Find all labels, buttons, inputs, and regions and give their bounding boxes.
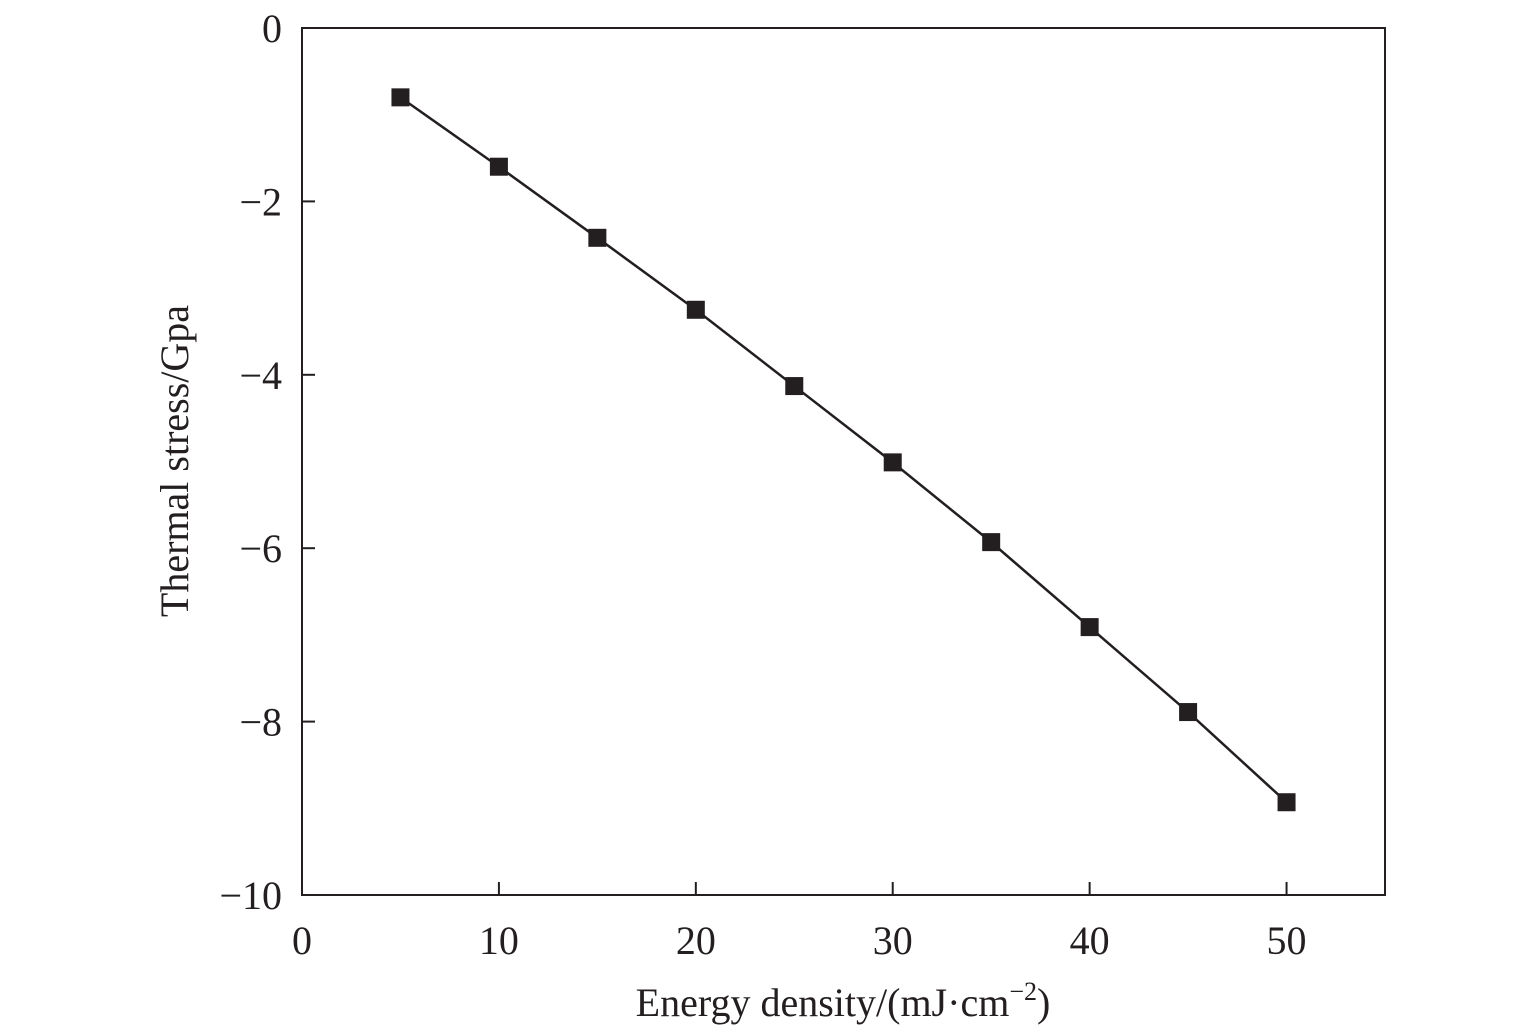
data-point xyxy=(785,377,804,396)
x-axis-label: Energy density/(mJ·cm−2) xyxy=(636,977,1051,1025)
x-tick-label: 40 xyxy=(1070,918,1110,963)
x-axis-label-main: Energy density/(mJ·cm xyxy=(636,980,1010,1025)
series-line xyxy=(399,96,1288,804)
data-point xyxy=(489,157,508,176)
x-tick-label: 0 xyxy=(292,918,312,963)
y-tick-label: −8 xyxy=(239,700,282,745)
data-point xyxy=(588,228,607,247)
y-tick-label: −10 xyxy=(219,873,282,918)
x-axis-label-end: ) xyxy=(1037,980,1050,1025)
data-point xyxy=(883,453,902,472)
x-tick-label: 30 xyxy=(873,918,913,963)
data-point xyxy=(686,300,705,319)
x-tick-label: 10 xyxy=(479,918,519,963)
y-axis-label: Thermal stress/Gpa xyxy=(152,305,197,617)
x-tick-label: 20 xyxy=(676,918,716,963)
data-point xyxy=(1277,793,1296,812)
data-point xyxy=(1080,618,1099,637)
data-point xyxy=(391,88,410,107)
y-tick-label: 0 xyxy=(262,6,282,51)
y-tick-label: −6 xyxy=(239,526,282,571)
x-tick-label: 50 xyxy=(1267,918,1307,963)
plot-frame xyxy=(301,27,1386,896)
data-point xyxy=(982,533,1001,552)
data-point xyxy=(1179,703,1198,722)
y-tick-label: −4 xyxy=(239,353,282,398)
y-tick-label: −2 xyxy=(239,179,282,224)
x-axis-label-sup: −2 xyxy=(1009,977,1037,1006)
